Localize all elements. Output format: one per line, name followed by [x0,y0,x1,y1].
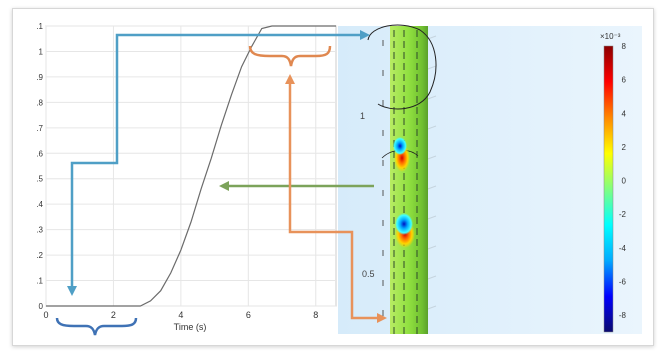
plot-grid [45,25,336,307]
field-plot: 1 0.5 ×10⁻³ 8 6 4 2 0 -2 -4 -6 -8 [338,24,642,334]
blue-brace [55,317,138,336]
x-tick-label: 4 [178,310,183,320]
field-label-1: 1 [360,111,365,121]
x-tick-labels: 0 2 4 6 8 [43,310,318,320]
y-tick-label: .8 [36,98,43,107]
plot-area [45,25,337,307]
y-tick-label: 0 [39,302,44,311]
field-background [338,26,642,334]
colorbar-tick-label: 8 [622,42,627,51]
colorbar-tick-label: 4 [622,109,627,118]
blue-arrow [67,30,370,296]
orange-arrow [285,74,387,323]
y-tick-label: .6 [36,149,43,158]
x-tick-label: 0 [43,310,48,320]
y-tick-label: .4 [36,200,43,209]
x-tick-label: 8 [313,310,318,320]
y-tick-label: .3 [36,226,43,235]
y-tick-label: .9 [36,73,43,82]
coldspot-upper [393,137,407,155]
y-tick-labels: 0 .1 .2 .3 .4 .5 .6 .7 .8 .9 1 .1 [36,22,43,311]
y-tick-label: .7 [36,124,43,133]
green-arrow [219,181,374,191]
y-tick-label: .1 [36,22,43,31]
colorbar-tick-label: -2 [619,210,627,219]
x-axis-label: Time (s) [174,322,207,332]
colorbar-tick-label: -8 [619,311,627,320]
field-label-0-5: 0.5 [362,269,375,279]
x-tick-label: 2 [111,310,116,320]
colorbar [603,45,614,333]
y-tick-label: .5 [36,175,43,184]
coldspot-lower [395,213,413,235]
colorbar-exponent: ×10⁻³ [600,32,621,41]
rod-dashed-edges [393,30,418,334]
colorbar-tick-label: -4 [619,244,627,253]
time-plot: 0 .1 .2 .3 .4 .5 .6 .7 .8 .9 1 .1 0 2 4 6 8 Time (s) [36,22,337,332]
colorbar-tick-label: 6 [622,76,627,85]
annotations [55,30,387,336]
x-tick-label: 6 [246,310,251,320]
colorbar-tick-label: 0 [622,177,627,186]
y-tick-label: 1 [39,47,44,56]
contour-top [367,24,437,110]
series-line [46,25,336,307]
y-tick-label: .2 [36,251,43,260]
colorbar-tick-labels: 8 6 4 2 0 -2 -4 -6 -8 [619,42,627,320]
rod [390,26,428,334]
orange-brace [248,45,332,67]
colorbar-tick-label: 2 [622,143,627,152]
colorbar-tick-label: -6 [619,278,627,287]
y-tick-label: .1 [36,277,43,286]
